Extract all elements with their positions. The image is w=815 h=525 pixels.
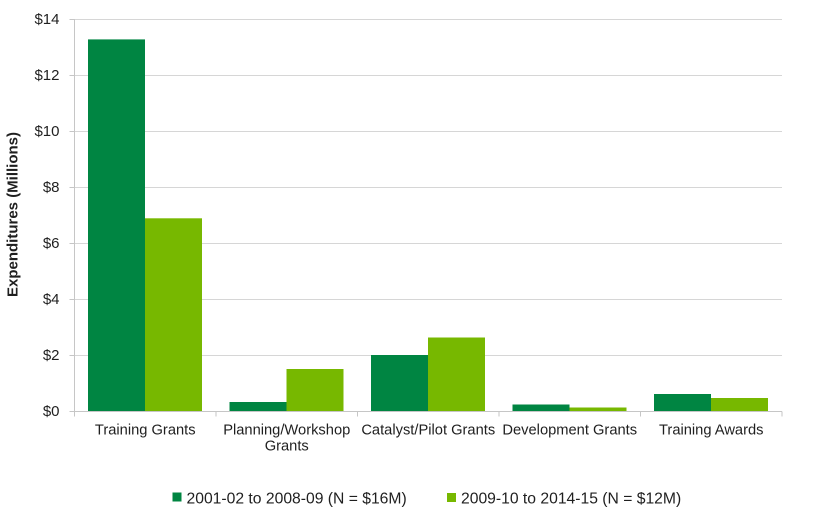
svg-text:2009-10 to 2014-15 (N = $12M): 2009-10 to 2014-15 (N = $12M) [461, 490, 681, 507]
svg-text:$6: $6 [43, 235, 60, 252]
svg-text:2001-02 to 2008-09 (N = $16M): 2001-02 to 2008-09 (N = $16M) [187, 490, 407, 507]
svg-text:$10: $10 [34, 123, 59, 140]
svg-text:$14: $14 [34, 11, 59, 28]
svg-text:$12: $12 [34, 67, 59, 84]
svg-text:$0: $0 [43, 403, 60, 420]
svg-text:$2: $2 [43, 347, 60, 364]
svg-text:$4: $4 [43, 291, 60, 308]
svg-text:Grants: Grants [265, 439, 309, 455]
svg-text:Training Awards: Training Awards [659, 423, 764, 439]
svg-text:Expenditures (Millions): Expenditures (Millions) [5, 132, 22, 297]
svg-text:Planning/Workshop: Planning/Workshop [223, 423, 350, 439]
svg-text:$8: $8 [43, 179, 60, 196]
svg-text:Catalyst/Pilot Grants: Catalyst/Pilot Grants [361, 423, 495, 439]
svg-text:Training Grants: Training Grants [95, 423, 196, 439]
svg-text:Development Grants: Development Grants [502, 423, 637, 439]
